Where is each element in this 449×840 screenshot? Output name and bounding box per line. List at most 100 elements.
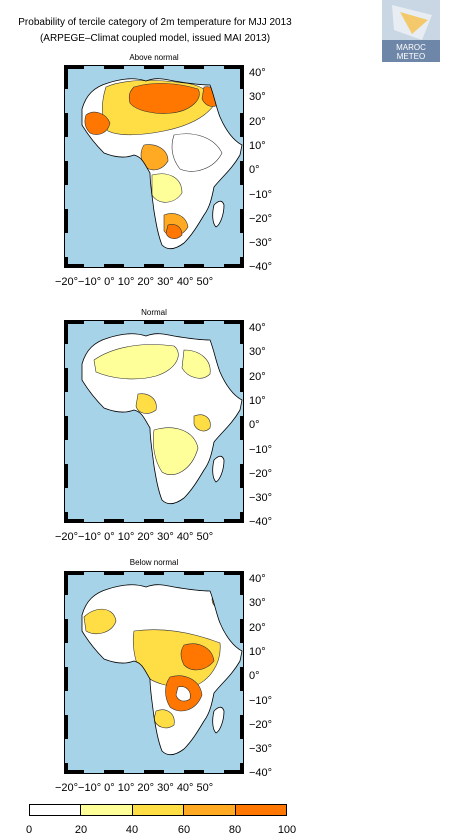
colorbar-bin-4 <box>235 805 287 815</box>
lat-label: 10° <box>249 139 266 152</box>
frame-tick <box>240 763 244 774</box>
frame-tick <box>64 113 68 137</box>
frame-tick <box>64 416 68 440</box>
lon-labels-normal: −20°−10° 0° 10° 20° 30° 40° 50° <box>55 531 214 543</box>
frame-tick <box>144 770 164 774</box>
lat-label: −40° <box>249 261 273 274</box>
colorbar-bin-3 <box>184 805 236 815</box>
shade-east-white <box>171 133 223 172</box>
shade-south-central <box>152 427 199 476</box>
lat-label: 30° <box>249 91 266 104</box>
frame-tick <box>240 113 244 137</box>
frame-tick <box>240 65 244 89</box>
frame-tick <box>240 667 244 691</box>
frame-tick <box>144 320 164 324</box>
lat-label: 10° <box>249 394 266 407</box>
lat-label: 0° <box>249 419 260 432</box>
frame-tick <box>224 519 244 523</box>
frame-tick <box>240 619 244 643</box>
coastline <box>81 333 243 504</box>
lat-label: −30° <box>249 492 273 505</box>
panel-title-normal: Normal <box>141 308 167 317</box>
frame-tick <box>224 770 244 774</box>
frame-tick <box>240 161 244 185</box>
frame-tick <box>144 519 164 523</box>
frame-tick <box>64 770 84 774</box>
main-title-line2: (ARPEGE–Climat coupled model, issued MAI… <box>39 33 271 44</box>
frame-tick <box>104 264 124 268</box>
frame-tick <box>184 65 204 69</box>
madagascar <box>212 455 225 483</box>
frame-tick <box>64 763 68 774</box>
svg-text:METEO: METEO <box>397 52 425 61</box>
colorbar <box>29 804 287 816</box>
shade-south-core <box>165 224 183 239</box>
frame-tick <box>240 571 244 595</box>
lat-label: 20° <box>249 115 266 128</box>
lat-label: 30° <box>249 346 266 359</box>
frame-tick <box>64 368 68 392</box>
frame-tick <box>240 464 244 488</box>
shade-nile <box>181 349 211 379</box>
lat-label: 0° <box>249 164 260 177</box>
shade-gulf <box>135 393 157 414</box>
colorbar-tick: 100 <box>277 824 297 836</box>
colorbar-tick: 80 <box>228 824 242 836</box>
frame-tick <box>64 65 84 69</box>
map-below-normal <box>64 571 244 774</box>
frame-tick <box>184 571 204 575</box>
lat-label: −20° <box>249 467 273 480</box>
shade-north <box>93 344 179 380</box>
shade-east <box>193 414 211 432</box>
madagascar <box>212 706 225 734</box>
frame-tick <box>104 519 124 523</box>
frame-tick <box>240 416 244 440</box>
frame-tick <box>64 65 68 89</box>
shade-south <box>153 709 175 729</box>
coastline <box>81 584 243 755</box>
frame-tick <box>64 257 68 268</box>
frame-tick <box>144 264 164 268</box>
colorbar-tick: 40 <box>125 824 139 836</box>
lat-label: 40° <box>249 573 266 585</box>
shade-horn <box>180 643 215 671</box>
frame-tick <box>64 519 84 523</box>
frame-tick <box>64 320 84 324</box>
frame-tick <box>240 368 244 392</box>
colorbar-tick: 60 <box>177 824 191 836</box>
map-above-normal <box>64 65 244 268</box>
svg-text:MAROC: MAROC <box>396 43 426 52</box>
frame-tick <box>64 571 68 595</box>
frame-tick <box>64 715 68 739</box>
frame-tick <box>64 264 84 268</box>
lat-label: −10° <box>249 188 273 201</box>
frame-tick <box>184 519 204 523</box>
shade-sahara-core <box>128 83 200 114</box>
shade-congo <box>151 173 183 203</box>
colorbar-tick: 20 <box>74 824 88 836</box>
frame-tick <box>240 209 244 233</box>
frame-tick <box>184 770 204 774</box>
main-title-line1: Probability of tercile category of 2m te… <box>18 17 292 28</box>
panel-title-above: Above normal <box>129 53 179 62</box>
colorbar-bin-2 <box>132 805 185 815</box>
frame-tick <box>104 65 124 69</box>
frame-tick <box>184 320 204 324</box>
frame-tick <box>64 571 84 575</box>
maroc-meteo-logo: MAROC METEO <box>382 0 440 62</box>
frame-tick <box>224 320 244 324</box>
coastline <box>81 78 243 249</box>
lat-label: −30° <box>249 237 273 250</box>
frame-tick <box>64 320 68 344</box>
colorbar-bin-0 <box>30 805 82 815</box>
colorbar-tick: 0 <box>25 824 33 836</box>
frame-tick <box>240 320 244 344</box>
shade-lake <box>175 686 191 702</box>
frame-tick <box>144 571 164 575</box>
map-normal <box>64 320 244 523</box>
frame-tick <box>64 619 68 643</box>
lat-label: −10° <box>249 443 273 456</box>
lon-labels-above: −20°−10° 0° 10° 20° 30° 40° 50° <box>55 276 214 288</box>
lat-label: 20° <box>249 621 266 634</box>
lat-label: −20° <box>249 718 273 731</box>
